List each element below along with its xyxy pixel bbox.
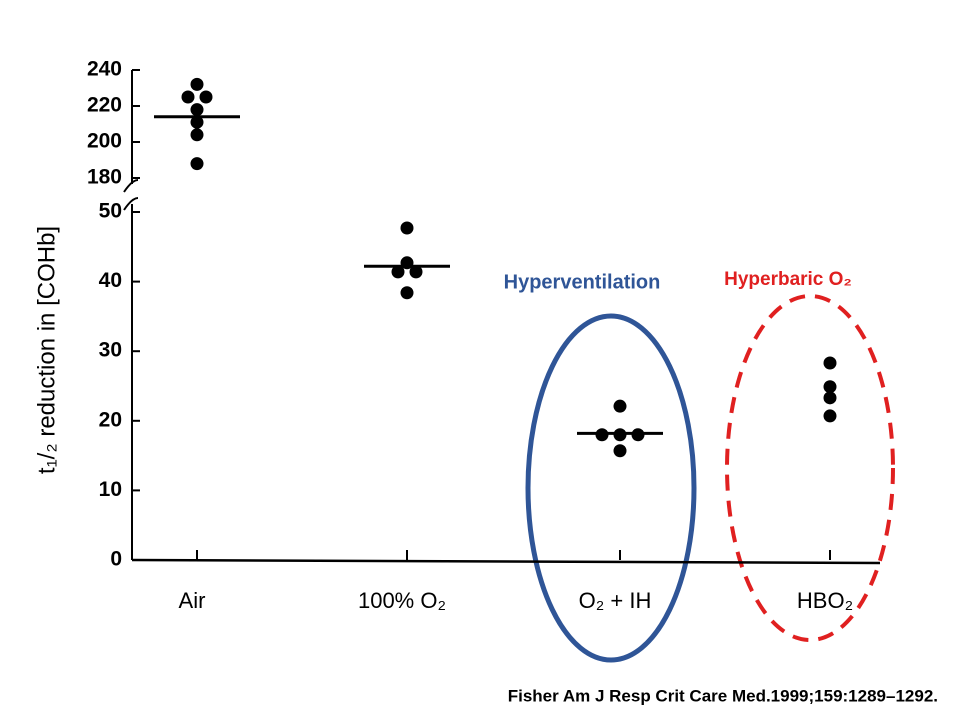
data-point <box>613 399 627 413</box>
data-point <box>613 444 627 458</box>
data-point <box>409 265 423 279</box>
y-tick-label: 10 <box>99 478 122 501</box>
data-point <box>190 77 204 91</box>
y-tick-label: 0 <box>110 548 122 571</box>
data-point <box>391 265 405 279</box>
data-point <box>823 409 837 423</box>
data-point <box>190 115 204 129</box>
data-point <box>190 128 204 142</box>
y-tick-label: 20 <box>99 408 122 431</box>
y-tick-label: 240 <box>87 58 122 81</box>
data-point <box>400 221 414 235</box>
y-tick-label: 40 <box>99 269 122 292</box>
y-tick-label: 180 <box>87 166 122 189</box>
data-point <box>823 356 837 370</box>
data-point <box>190 157 204 171</box>
y-tick-label: 30 <box>99 339 122 362</box>
annotation: Hyperventilation <box>504 271 661 293</box>
x-axis <box>131 558 881 565</box>
y-axis-label: t₁/₂ reduction in [COHb] <box>33 226 60 474</box>
x-tick-label: 100% O₂ <box>358 588 446 613</box>
data-point <box>190 103 204 117</box>
y-tick-label: 200 <box>87 130 122 153</box>
axis-break <box>123 179 139 211</box>
annotation: Hyperbaric O₂ <box>724 269 852 290</box>
data-point <box>823 391 837 405</box>
source: Fisher Am J Resp Crit Care Med.1999;159:… <box>508 686 938 705</box>
hbo-ellipse <box>725 294 895 642</box>
data-point <box>181 90 195 104</box>
x-tick-label: HBO₂ <box>797 588 853 613</box>
hyperventilation-ellipse <box>525 313 697 663</box>
data-point <box>199 90 213 104</box>
y-tick-label: 50 <box>99 200 122 223</box>
y-tick-label: 220 <box>87 94 122 117</box>
data-point <box>823 380 837 394</box>
x-tick-label: O₂ + IH <box>579 588 652 613</box>
x-tick-label: Air <box>179 588 206 613</box>
data-point <box>400 286 414 300</box>
